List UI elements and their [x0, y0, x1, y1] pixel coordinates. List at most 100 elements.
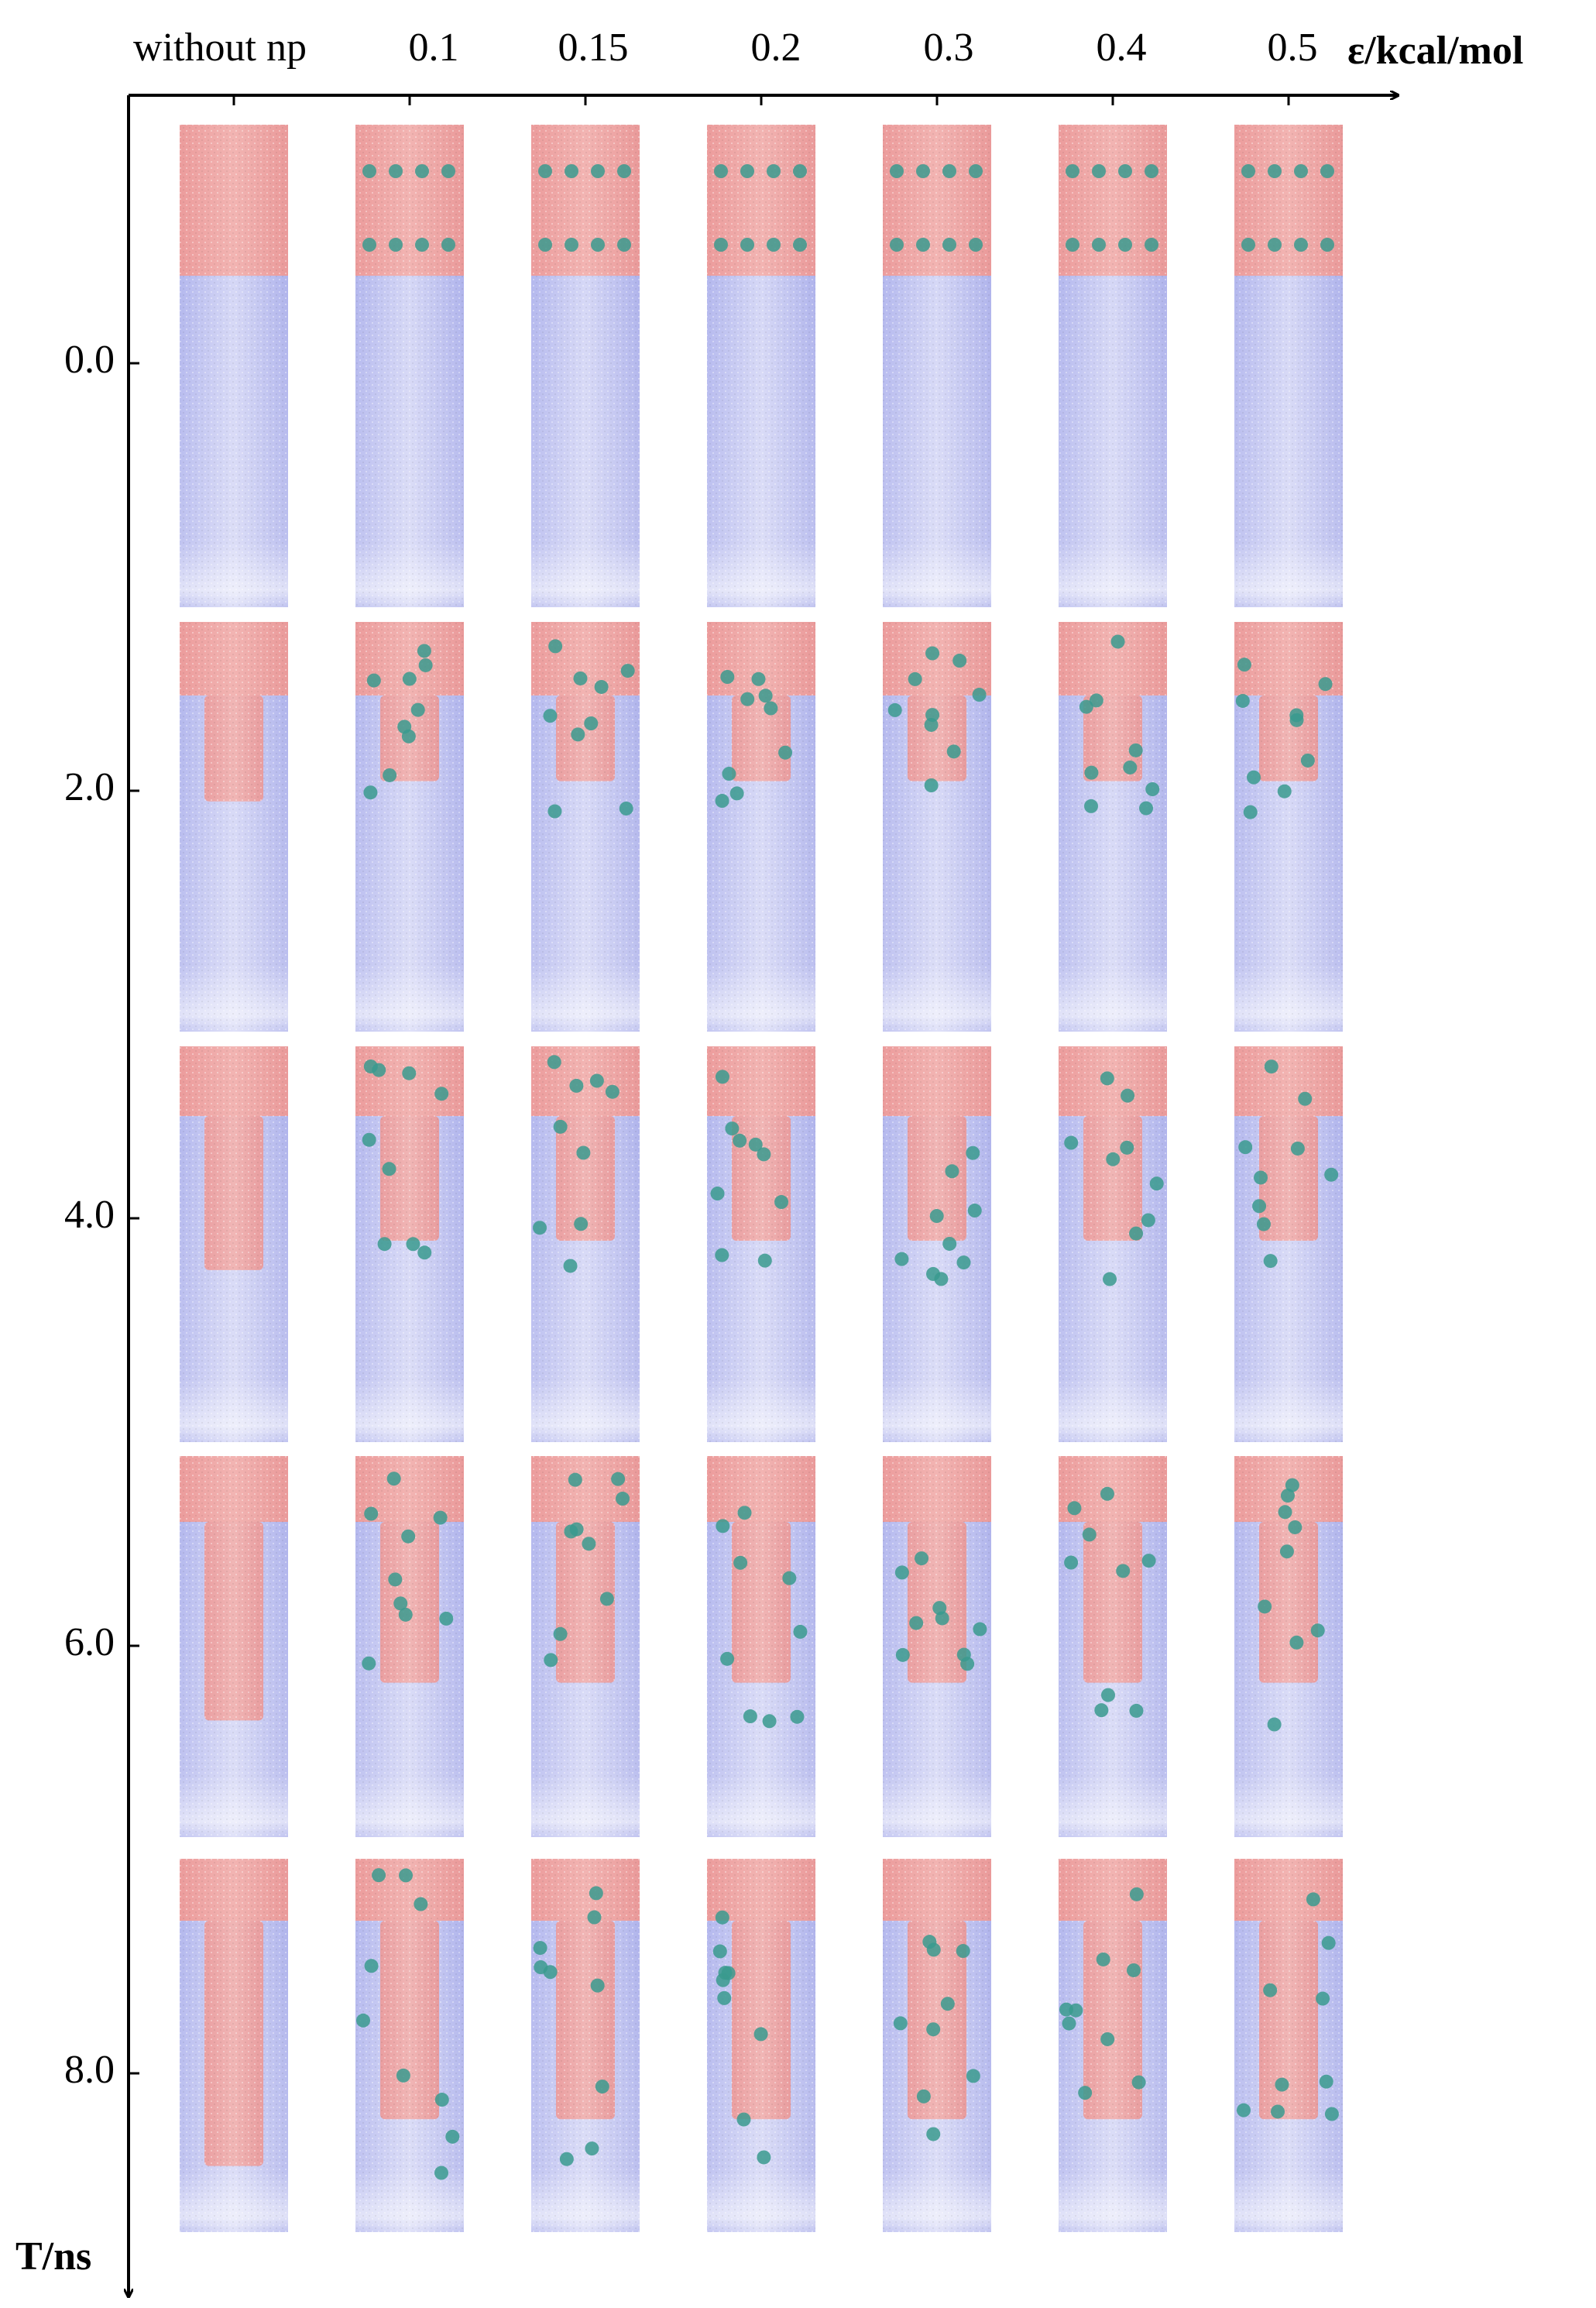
nanoparticle [1139, 801, 1154, 816]
nanoparticle [1120, 1140, 1134, 1155]
nanoparticle [757, 1253, 772, 1268]
nanoparticle [1084, 799, 1099, 813]
nanoparticle [362, 164, 376, 178]
nanoparticle [388, 1572, 403, 1587]
nanoparticle [1079, 699, 1093, 714]
nanoparticle [1145, 238, 1158, 252]
nanoparticle [595, 2080, 609, 2094]
nanoparticle [389, 164, 403, 178]
nanoparticle [1078, 2086, 1093, 2100]
nanoparticle [916, 2089, 931, 2104]
nanoparticle [1275, 2077, 1289, 2092]
nanoparticle [908, 671, 922, 686]
nanoparticle [441, 238, 455, 252]
nanoparticle [1254, 1170, 1268, 1185]
nanoparticle [767, 238, 781, 252]
nanoparticle [762, 1714, 777, 1729]
nanoparticle [925, 646, 940, 661]
nanoparticle [1103, 1272, 1117, 1286]
texture [180, 622, 288, 1032]
nanoparticle [620, 664, 635, 678]
snapshot [1059, 1046, 1167, 1442]
column-label: 0.3 [924, 26, 974, 70]
nanoparticle [1066, 164, 1079, 178]
row-label: 2.0 [64, 765, 115, 809]
nanoparticle [1128, 743, 1143, 757]
snapshot [883, 622, 991, 1032]
nanoparticle [377, 1237, 392, 1252]
nanoparticle [533, 1221, 547, 1235]
nanoparticle [362, 1132, 376, 1147]
nanoparticle [956, 1255, 971, 1270]
nanoparticle [967, 1204, 982, 1218]
nanoparticle [718, 1966, 733, 1980]
nanoparticle [740, 238, 754, 252]
nanoparticle [1320, 164, 1334, 178]
nanoparticle [715, 1070, 729, 1084]
nanoparticle [574, 1217, 589, 1231]
nanoparticle [1247, 770, 1261, 785]
row-label: 0.0 [64, 338, 115, 382]
snapshot [883, 1046, 991, 1442]
nanoparticle [418, 658, 433, 672]
snapshot [1059, 1456, 1167, 1837]
nanoparticle [793, 238, 807, 252]
nanoparticle [1129, 1226, 1144, 1241]
texture [1234, 1456, 1343, 1837]
nanoparticle [1129, 1703, 1144, 1718]
nanoparticle [1241, 164, 1255, 178]
nanoparticle [926, 2127, 941, 2141]
nanoparticle [1318, 677, 1333, 692]
nanoparticle [764, 701, 778, 716]
snapshot [180, 622, 288, 1032]
texture [355, 125, 464, 607]
nanoparticle [415, 164, 429, 178]
column-label: 0.15 [558, 26, 629, 70]
nanoparticle [599, 1592, 614, 1606]
nanoparticle [439, 1611, 454, 1626]
nanoparticle [1092, 238, 1106, 252]
snapshot [707, 1456, 815, 1837]
nanoparticle [753, 2027, 768, 2042]
nanoparticle [929, 1209, 944, 1224]
nanoparticle [793, 164, 807, 178]
nanoparticle [915, 1551, 929, 1566]
column-label: 0.2 [751, 26, 801, 70]
texture [883, 622, 991, 1032]
snapshot [1059, 1859, 1167, 2232]
nanoparticle [594, 679, 609, 694]
nanoparticle [736, 2112, 751, 2127]
nanoparticle [362, 238, 376, 252]
nanoparticle [916, 164, 930, 178]
snapshot [883, 1859, 991, 2232]
nanoparticle [605, 1084, 620, 1099]
nanoparticle [722, 767, 736, 781]
texture [1234, 125, 1343, 607]
nanoparticle [363, 1059, 378, 1073]
nanoparticle [548, 639, 563, 654]
nanoparticle [1324, 1167, 1339, 1182]
nanoparticle [743, 1709, 757, 1724]
nanoparticle [410, 702, 425, 717]
nanoparticle [382, 1162, 396, 1176]
snapshot [180, 1456, 288, 1837]
snapshot [1234, 125, 1343, 607]
nanoparticle [1089, 693, 1103, 708]
nanoparticle [1067, 1501, 1082, 1516]
nanoparticle [1235, 693, 1250, 708]
nanoparticle [1141, 1213, 1155, 1228]
nanoparticle [1237, 2103, 1251, 2117]
nanoparticle [590, 1978, 605, 1993]
snapshot [707, 125, 815, 607]
nanoparticle [565, 238, 578, 252]
nanoparticle [729, 786, 744, 801]
nanoparticle [956, 1944, 970, 1959]
nanoparticle [587, 1910, 602, 1925]
nanoparticle [585, 2141, 599, 2156]
nanoparticle [434, 1087, 449, 1101]
nanoparticle [386, 1472, 401, 1486]
nanoparticle [1238, 1140, 1253, 1155]
nanoparticle [737, 1506, 752, 1520]
nanoparticle [434, 2093, 449, 2107]
